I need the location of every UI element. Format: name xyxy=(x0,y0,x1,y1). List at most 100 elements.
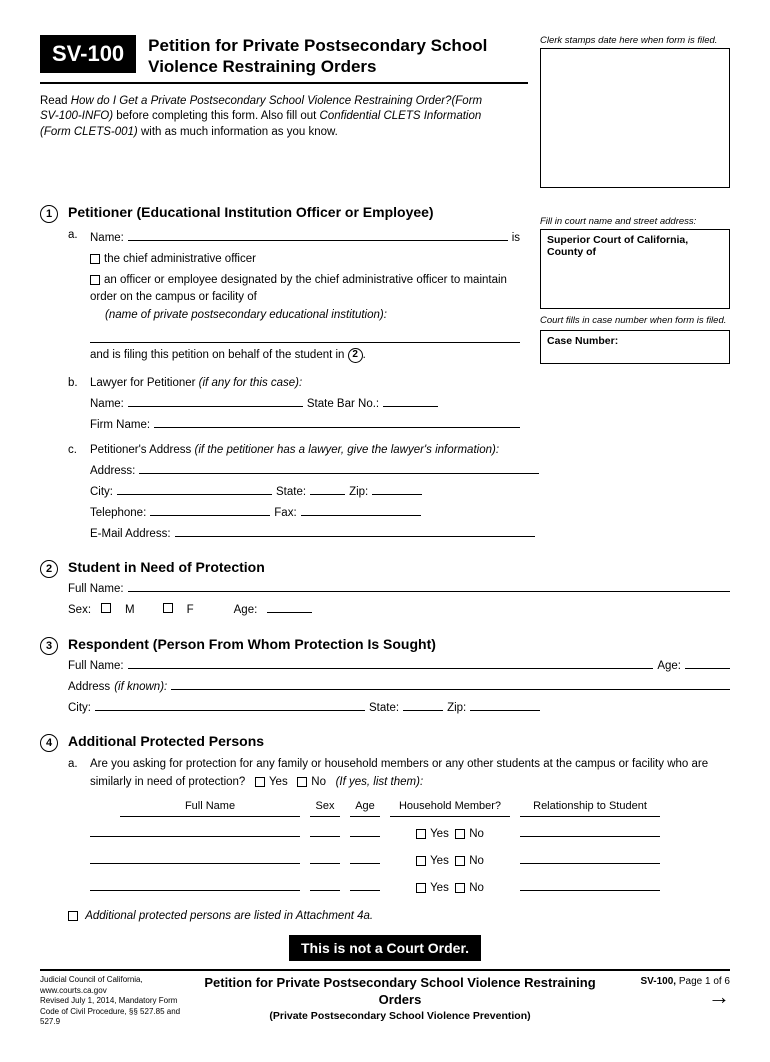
cb-p3-yes[interactable] xyxy=(416,883,426,893)
input-institution[interactable] xyxy=(90,331,520,343)
input-fax[interactable] xyxy=(301,504,421,516)
input-p2-sex[interactable] xyxy=(310,852,340,864)
cb-p3-no[interactable] xyxy=(455,883,465,893)
col-fullname: Full Name xyxy=(120,798,300,817)
section-1-header: 1 Petitioner (Educational Institution Of… xyxy=(40,204,520,223)
input-p2-name[interactable] xyxy=(90,852,300,864)
input-email[interactable] xyxy=(175,525,535,537)
section-2-header: 2 Student in Need of Protection xyxy=(40,559,730,578)
not-court-order-badge: This is not a Court Order. xyxy=(289,935,481,961)
section-3-number: 3 xyxy=(40,637,58,655)
label-pet-addr: Petitioner's Address xyxy=(90,444,194,456)
label-institution-name: (name of private postsecondary education… xyxy=(105,307,520,325)
label-4a-no: No xyxy=(311,776,326,788)
input-state[interactable] xyxy=(310,483,345,495)
checkbox-f[interactable] xyxy=(163,603,173,613)
input-address[interactable] xyxy=(139,462,539,474)
input-p1-name[interactable] xyxy=(90,825,300,837)
input-p2-age[interactable] xyxy=(350,852,380,864)
cb-p1-no[interactable] xyxy=(455,829,465,839)
input-student-age[interactable] xyxy=(267,601,312,613)
filing-circle-2: 2 xyxy=(348,348,363,363)
footer-center: Petition for Private Postsecondary Schoo… xyxy=(190,975,610,1027)
checkbox-designated[interactable] xyxy=(90,275,100,285)
checkbox-m[interactable] xyxy=(101,603,111,613)
col-age: Age xyxy=(350,798,380,817)
checkbox-chief[interactable] xyxy=(90,254,100,264)
input-p3-name[interactable] xyxy=(90,879,300,891)
section-3-body: Full Name: Age: Address (if known): City… xyxy=(68,657,730,717)
not-order-wrap: This is not a Court Order. xyxy=(40,925,730,965)
label-email: E-Mail Address: xyxy=(90,526,171,544)
footer: Judicial Council of California, www.cour… xyxy=(40,975,730,1027)
lbl-p3-yes: Yes xyxy=(430,882,449,894)
section-4-title: Additional Protected Persons xyxy=(68,733,264,749)
input-resp-state[interactable] xyxy=(403,699,443,711)
protected-row-2: Yes No xyxy=(90,852,730,871)
label-city: City: xyxy=(90,484,113,502)
input-p1-rel[interactable] xyxy=(520,825,660,837)
label-4a-yes: Yes xyxy=(269,776,288,788)
input-firm[interactable] xyxy=(154,416,520,428)
input-resp-addr[interactable] xyxy=(171,678,730,690)
label-age: Age: xyxy=(234,602,258,620)
intro-prefix: Read xyxy=(40,95,71,107)
input-resp-name[interactable] xyxy=(128,657,654,669)
checkbox-attach-4a[interactable] xyxy=(68,911,78,921)
input-tel[interactable] xyxy=(150,504,270,516)
label-address: Address: xyxy=(90,463,135,481)
clerk-stamp-box xyxy=(540,48,730,188)
input-student-name[interactable] xyxy=(128,580,730,592)
lbl-p2-no: No xyxy=(469,855,484,867)
footer-center-title: Petition for Private Postsecondary Schoo… xyxy=(190,975,610,1009)
input-p3-sex[interactable] xyxy=(310,879,340,891)
protected-row-1: Yes No xyxy=(90,825,730,844)
sub-c: c. xyxy=(68,442,82,543)
court-box-caption: Fill in court name and street address: xyxy=(540,216,730,227)
input-bar[interactable] xyxy=(383,395,438,407)
label-lawyer: Lawyer for Petitioner xyxy=(90,377,199,389)
input-lawyer-name[interactable] xyxy=(128,395,303,407)
cb-p2-yes[interactable] xyxy=(416,856,426,866)
input-name[interactable] xyxy=(128,229,508,241)
input-p2-rel[interactable] xyxy=(520,852,660,864)
input-city[interactable] xyxy=(117,483,272,495)
label-firm: Firm Name: xyxy=(90,417,150,435)
input-resp-age[interactable] xyxy=(685,657,730,669)
input-p1-sex[interactable] xyxy=(310,825,340,837)
col-rel: Relationship to Student xyxy=(520,798,660,817)
label-m: M xyxy=(125,602,135,620)
sub-a: a. xyxy=(68,227,82,365)
input-p3-age[interactable] xyxy=(350,879,380,891)
label-lawyer-ital: (if any for this case): xyxy=(199,377,303,389)
input-resp-city[interactable] xyxy=(95,699,365,711)
section-3-title: Respondent (Person From Whom Protection … xyxy=(68,636,436,652)
cb-p1-yes[interactable] xyxy=(416,829,426,839)
sub-b: b. xyxy=(68,375,82,434)
footer-l2: Revised July 1, 2014, Mandatory Form xyxy=(40,996,190,1006)
input-zip[interactable] xyxy=(372,483,422,495)
footer-right: SV-100, Page 1 of 6 → xyxy=(610,975,730,1027)
input-p1-age[interactable] xyxy=(350,825,380,837)
section-2-number: 2 xyxy=(40,560,58,578)
checkbox-4a-no[interactable] xyxy=(297,777,307,787)
section-4-number: 4 xyxy=(40,734,58,752)
section-3-header: 3 Respondent (Person From Whom Protectio… xyxy=(40,636,730,655)
label-chief: the chief administrative officer xyxy=(104,253,256,265)
label-resp-age: Age: xyxy=(657,658,681,676)
label-resp-state: State: xyxy=(369,700,399,718)
label-resp-zip: Zip: xyxy=(447,700,466,718)
section-4-header: 4 Additional Protected Persons xyxy=(40,733,730,752)
cb-p2-no[interactable] xyxy=(455,856,465,866)
section-1-body: a. Name: is the chief administrative off… xyxy=(68,227,520,434)
input-resp-zip[interactable] xyxy=(470,699,540,711)
label-fax: Fax: xyxy=(274,505,296,523)
label-zip: Zip: xyxy=(349,484,368,502)
input-p3-rel[interactable] xyxy=(520,879,660,891)
footer-l3: Code of Civil Procedure, §§ 527.85 and 5… xyxy=(40,1007,190,1028)
lbl-p1-no: No xyxy=(469,828,484,840)
section-2-body: Full Name: Sex: M F Age: xyxy=(68,580,730,620)
checkbox-4a-yes[interactable] xyxy=(255,777,265,787)
filing-dot: . xyxy=(363,349,366,361)
intro-mid: before completing this form. Also fill o… xyxy=(113,110,319,122)
